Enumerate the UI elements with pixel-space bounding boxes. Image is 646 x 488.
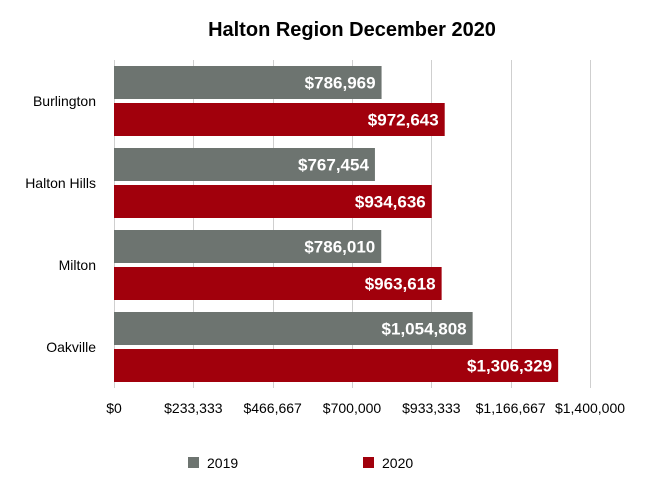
category-label: Halton Hills xyxy=(25,175,96,191)
category-label: Burlington xyxy=(33,93,96,109)
legend: 2019 2020 xyxy=(188,455,413,471)
data-label: $1,306,329 xyxy=(467,357,552,376)
bar-2020 xyxy=(114,349,559,382)
x-tick-label: $1,400,000 xyxy=(555,400,625,416)
bar-2019 xyxy=(114,230,382,263)
bar-2019 xyxy=(114,312,473,345)
legend-swatch xyxy=(188,457,199,468)
category-label: Milton xyxy=(59,257,96,273)
x-tick-label: $700,000 xyxy=(323,400,382,416)
x-tick-label: $933,333 xyxy=(402,400,461,416)
data-label: $786,010 xyxy=(304,238,375,257)
bar-2019 xyxy=(114,66,382,99)
legend-label: 2019 xyxy=(207,455,238,471)
data-label: $786,969 xyxy=(305,74,376,93)
legend-swatch xyxy=(363,457,374,468)
data-label: $934,636 xyxy=(355,193,426,212)
x-axis-ticks: $0 $233,333 $466,667 $700,000 $933,333 $1,166… xyxy=(106,400,625,416)
x-tick-label: $233,333 xyxy=(164,400,223,416)
bar-2020 xyxy=(114,185,432,218)
bar-2020 xyxy=(114,103,445,136)
category-label: Oakville xyxy=(46,339,96,355)
chart-title: Halton Region December 2020 xyxy=(208,19,496,41)
x-tick-label: $1,166,667 xyxy=(476,400,546,416)
legend-label: 2020 xyxy=(382,455,413,471)
x-tick-label: $466,667 xyxy=(243,400,302,416)
data-label: $963,618 xyxy=(365,275,436,294)
data-label: $767,454 xyxy=(298,156,369,175)
data-label: $972,643 xyxy=(368,111,439,130)
category-labels: Burlington Halton Hills Milton Oakville xyxy=(25,93,96,355)
data-label: $1,054,808 xyxy=(382,320,467,339)
x-tick-label: $0 xyxy=(106,400,122,416)
bar-2020 xyxy=(114,267,442,300)
bar-2019 xyxy=(114,148,375,181)
bars: $786,969 $972,643 $767,454 $934,636 $786,010… xyxy=(114,66,559,382)
